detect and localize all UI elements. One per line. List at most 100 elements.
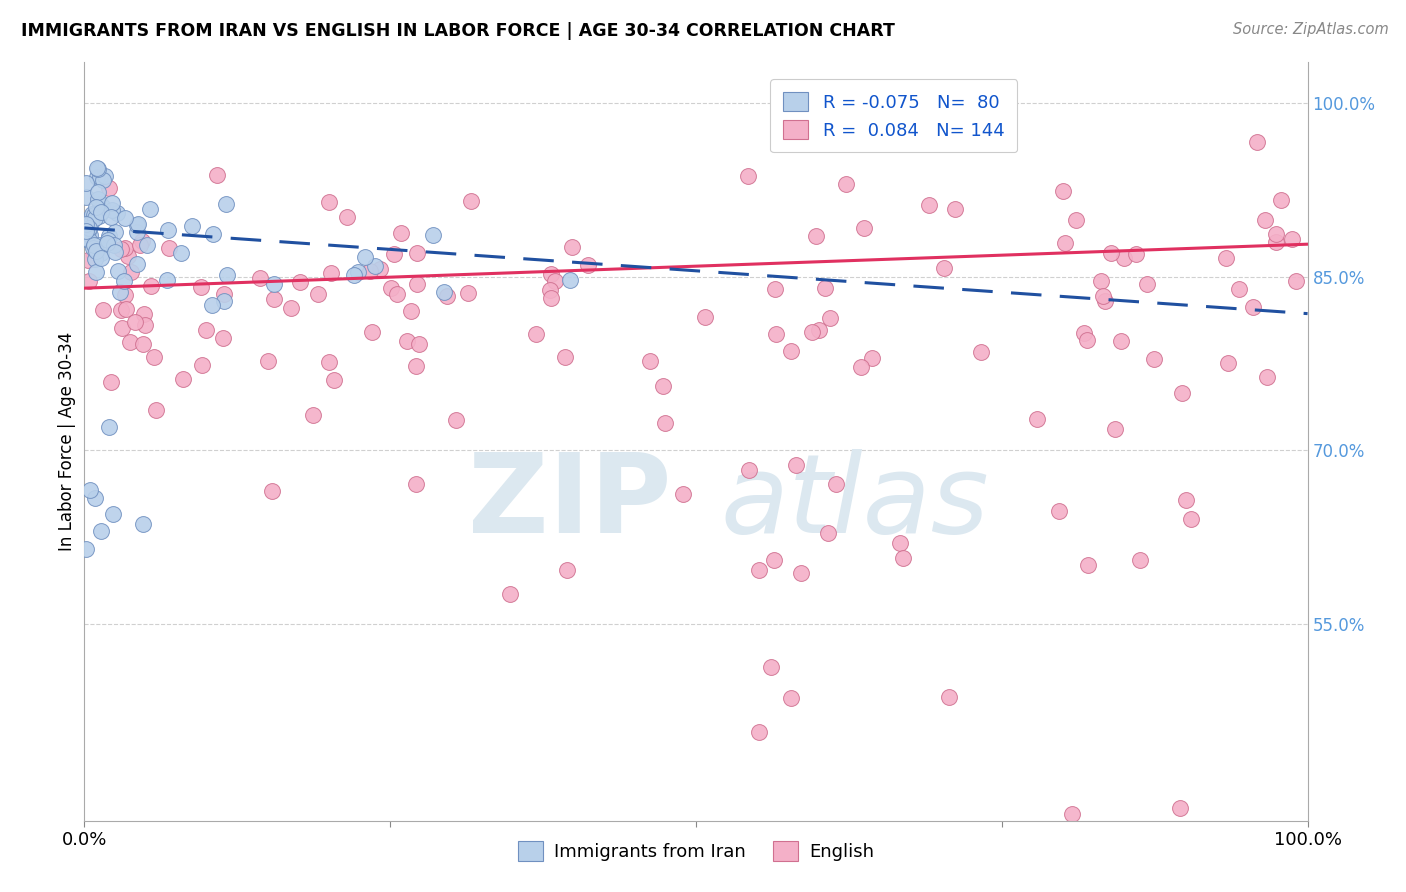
Point	[170, 245, 193, 260]
Point	[76, 224, 98, 238]
Point	[201, 298, 224, 312]
Point	[1052, 185, 1074, 199]
Point	[90, 252, 112, 266]
Point	[343, 268, 366, 283]
Point	[93, 169, 115, 184]
Point	[86, 161, 108, 175]
Point	[190, 280, 212, 294]
Point	[1180, 512, 1202, 526]
Point	[201, 227, 224, 241]
Point	[75, 176, 97, 190]
Point	[380, 281, 402, 295]
Point	[86, 243, 108, 257]
Point	[90, 524, 112, 538]
Point	[943, 202, 966, 216]
Point	[127, 218, 149, 232]
Point	[195, 323, 218, 337]
Point	[87, 192, 110, 206]
Point	[142, 350, 165, 364]
Point	[370, 262, 392, 277]
Point	[457, 285, 479, 300]
Point	[145, 403, 167, 417]
Point	[1256, 370, 1278, 384]
Point	[90, 205, 112, 219]
Point	[120, 334, 142, 349]
Point	[1064, 213, 1087, 227]
Point	[323, 374, 346, 388]
Point	[86, 169, 108, 184]
Point	[1099, 245, 1122, 260]
Point	[132, 307, 155, 321]
Point	[82, 241, 104, 255]
Point	[86, 162, 108, 177]
Point	[87, 209, 110, 223]
Point	[139, 202, 162, 217]
Point	[1073, 326, 1095, 340]
Point	[737, 169, 759, 184]
Point	[1076, 333, 1098, 347]
Point	[77, 220, 100, 235]
Point	[932, 261, 955, 276]
Text: Source: ZipAtlas.com: Source: ZipAtlas.com	[1233, 22, 1389, 37]
Point	[318, 355, 340, 369]
Point	[77, 274, 100, 288]
Point	[263, 292, 285, 306]
Point	[1285, 274, 1308, 288]
Point	[262, 484, 284, 499]
Point	[1136, 277, 1159, 291]
Point	[77, 252, 100, 267]
Point	[76, 224, 98, 238]
Point	[433, 285, 456, 300]
Point	[100, 195, 122, 210]
Point	[401, 304, 423, 318]
Point	[80, 216, 103, 230]
Point	[211, 331, 233, 345]
Point	[212, 286, 235, 301]
Point	[89, 196, 111, 211]
Point	[1168, 801, 1191, 815]
Point	[405, 476, 427, 491]
Point	[408, 337, 430, 351]
Point	[748, 725, 770, 739]
Point	[91, 303, 114, 318]
Point	[117, 249, 139, 263]
Point	[1246, 135, 1268, 149]
Point	[1175, 492, 1198, 507]
Point	[1265, 227, 1288, 241]
Point	[97, 181, 120, 195]
Point	[638, 353, 661, 368]
Point	[1216, 356, 1239, 370]
Point	[814, 281, 837, 295]
Point	[460, 194, 482, 209]
Text: atlas: atlas	[720, 449, 988, 556]
Point	[654, 416, 676, 430]
Point	[359, 264, 381, 278]
Point	[763, 282, 786, 296]
Point	[672, 487, 695, 501]
Point	[1092, 289, 1115, 303]
Point	[84, 265, 107, 279]
Point	[354, 250, 377, 264]
Point	[101, 507, 124, 521]
Point	[1241, 300, 1264, 314]
Point	[763, 553, 786, 567]
Point	[96, 236, 118, 251]
Point	[555, 564, 578, 578]
Point	[83, 252, 105, 266]
Point	[108, 285, 131, 300]
Point	[75, 541, 97, 556]
Point	[124, 315, 146, 329]
Point	[79, 228, 101, 243]
Point	[215, 197, 238, 211]
Point	[157, 223, 180, 237]
Point	[191, 358, 214, 372]
Point	[651, 379, 673, 393]
Point	[86, 244, 108, 259]
Point	[98, 229, 121, 244]
Point	[540, 291, 562, 305]
Point	[1129, 553, 1152, 567]
Point	[825, 477, 848, 491]
Point	[129, 238, 152, 252]
Point	[1090, 274, 1112, 288]
Point	[104, 244, 127, 259]
